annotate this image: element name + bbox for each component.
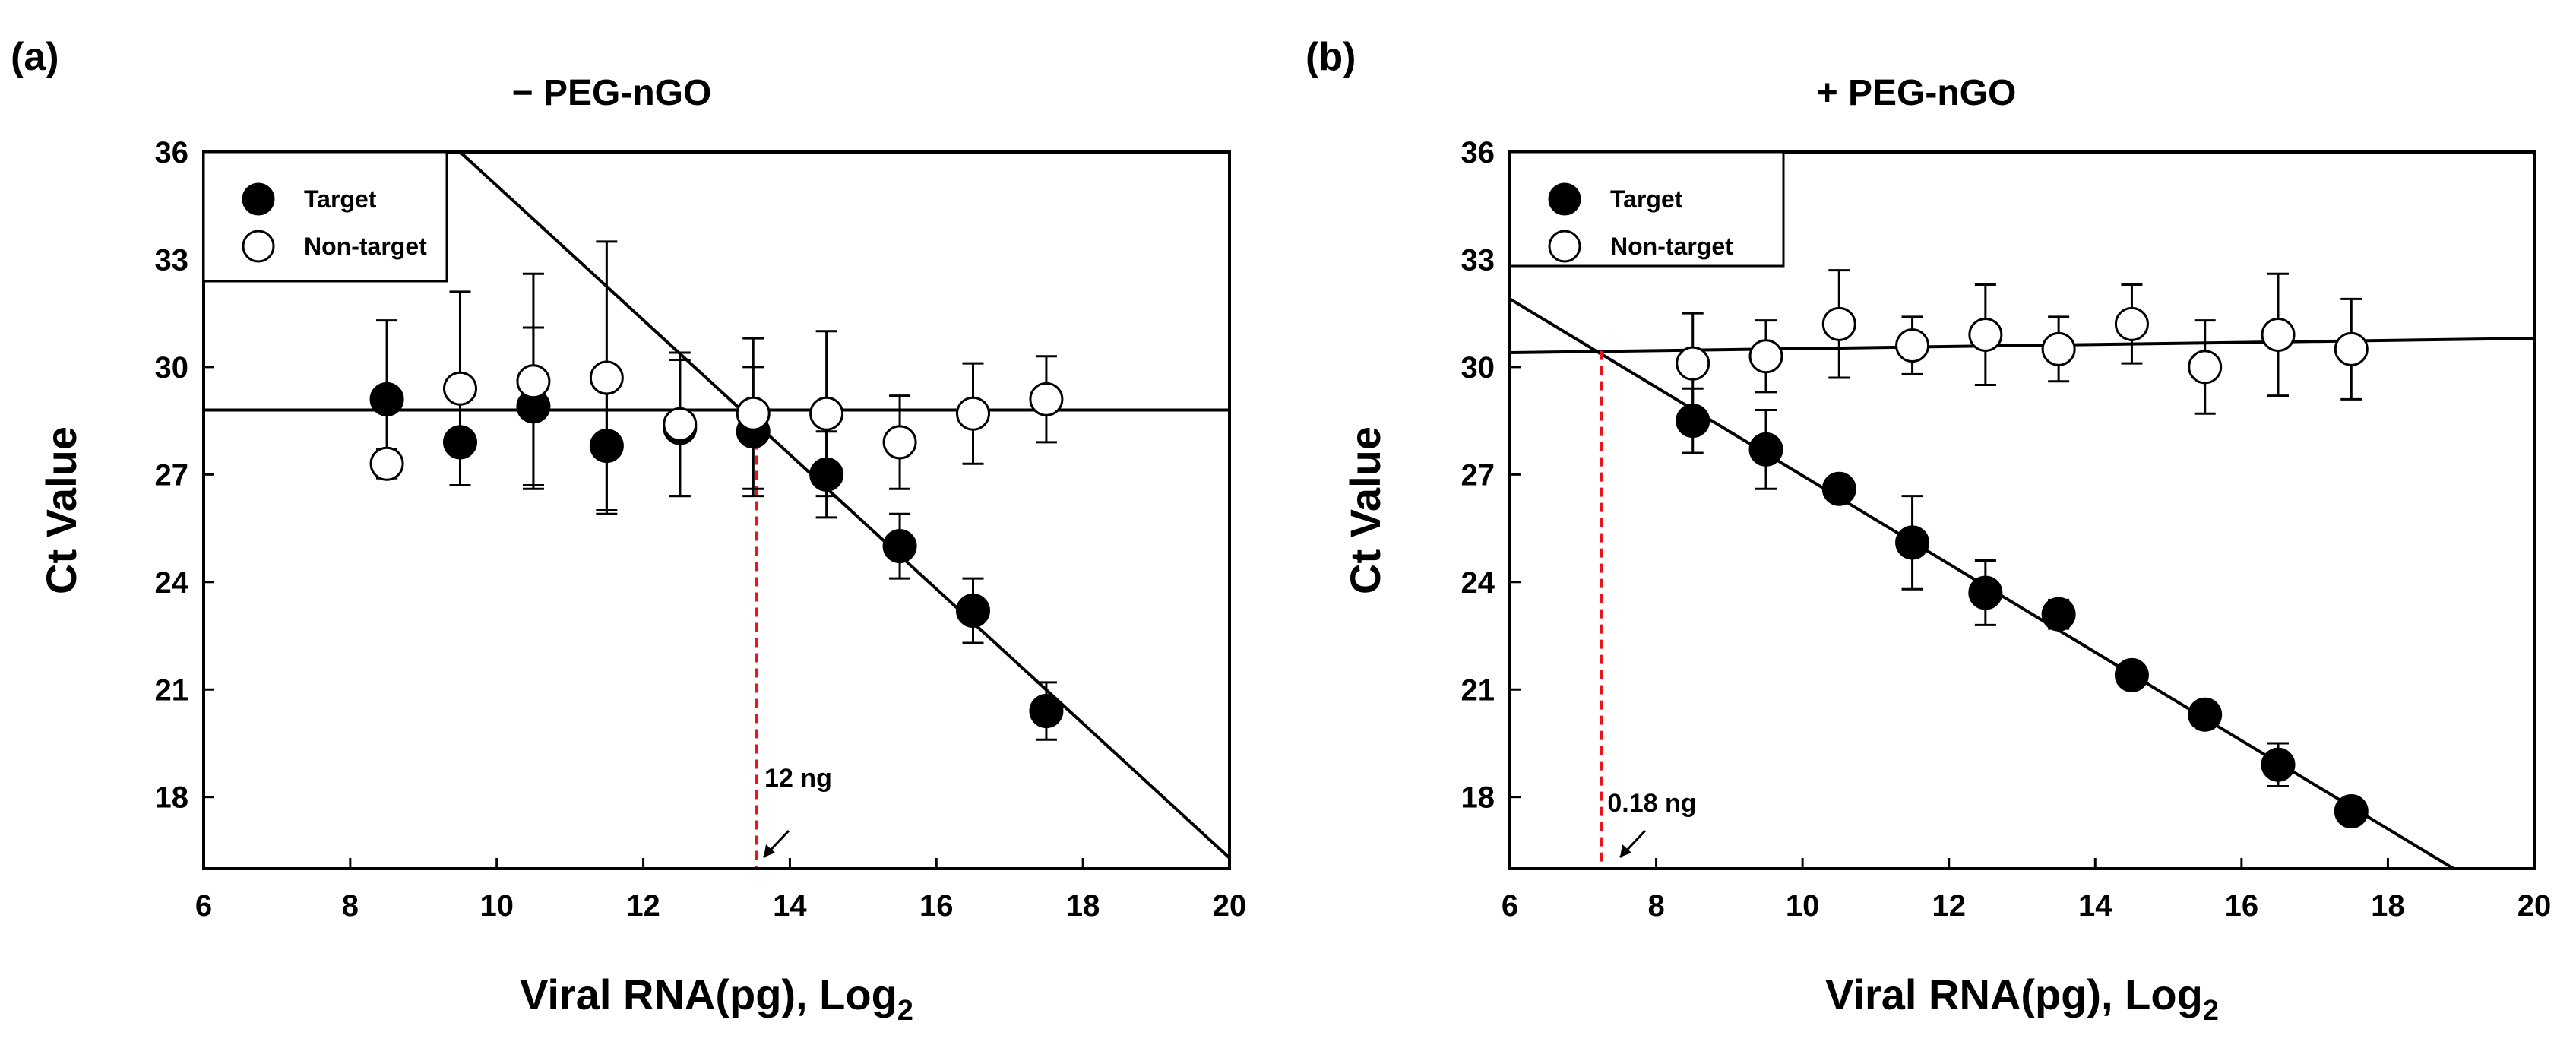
legend-non-target-marker <box>1548 230 1581 263</box>
non-target-point <box>2334 331 2369 366</box>
y-axis-label: Ct Value <box>37 426 85 594</box>
detection-limit-label: 12 ng <box>764 764 832 793</box>
legend-non-target-marker <box>242 230 275 263</box>
x-tick-label: 8 <box>1647 889 1664 923</box>
y-axis-label: Ct Value <box>1341 426 1389 594</box>
x-tick-label: 14 <box>773 889 807 923</box>
y-tick-label: 27 <box>1461 458 1495 492</box>
panel-b: (b) + PEG-nGO 0.18 ng 6 8 10 12 14 16 18 20 18 21 2… <box>1305 35 2551 1027</box>
non-target-point <box>663 407 698 442</box>
chart-title: + PEG-nGO <box>1817 73 2017 113</box>
non-target-point <box>1968 317 2003 352</box>
legend-target-label: Target <box>304 185 377 213</box>
non-target-point <box>882 425 917 460</box>
target-point <box>882 529 917 564</box>
non-target-fit-line <box>1510 337 2534 355</box>
non-target-point <box>1676 346 1710 381</box>
y-tick-label: 36 <box>155 136 189 169</box>
x-tick-label: 6 <box>195 889 212 923</box>
legend-target-label: Target <box>1610 185 1683 213</box>
x-axis-label: Viral RNA(pg), Log2 <box>1825 971 2219 1027</box>
y-tick-label: 36 <box>1461 136 1495 169</box>
non-target-point <box>956 396 990 431</box>
non-target-point <box>443 371 477 406</box>
legend-target-marker <box>242 182 275 216</box>
annotation-arrow-head <box>1620 844 1631 857</box>
y-tick-label: 21 <box>155 673 189 707</box>
annotation-arrow-head <box>764 844 775 857</box>
x-tick-label: 20 <box>1213 889 1247 923</box>
legend-box <box>202 150 448 283</box>
target-point <box>956 594 990 629</box>
non-target-point <box>2041 331 2076 366</box>
target-point <box>1895 525 1930 560</box>
target-point <box>1968 575 2003 610</box>
x-axis-label: Viral RNA(pg), Log2 <box>520 971 913 1027</box>
non-target-point <box>369 446 404 481</box>
non-target-point <box>1029 382 1064 416</box>
x-tick-label: 10 <box>1786 889 1820 923</box>
panel-label: (b) <box>1305 35 1356 79</box>
y-tick-label: 18 <box>1461 781 1495 815</box>
legend: Target Non-target <box>1508 150 1785 268</box>
non-target-series <box>369 240 1064 515</box>
target-point <box>1748 432 1783 467</box>
non-target-point <box>2188 350 2223 385</box>
non-target-point <box>736 396 771 431</box>
y-tick-label: 33 <box>155 243 189 277</box>
panel-a: (a) − PEG-nGO 12 ng 6 8 10 12 14 16 18 20 18 21 24 2… <box>11 35 1246 1027</box>
x-tick-label: 14 <box>2078 889 2112 923</box>
target-point <box>2041 597 2076 632</box>
y-tick-label: 24 <box>155 566 189 600</box>
y-tick-label: 24 <box>1461 566 1495 600</box>
x-tick-label: 12 <box>626 889 660 923</box>
legend-non-target-label: Non-target <box>304 233 427 260</box>
x-tick-label: 10 <box>479 889 514 923</box>
x-tick-label: 18 <box>1066 889 1100 923</box>
non-target-point <box>1821 306 1856 341</box>
y-tick-label: 30 <box>155 351 189 385</box>
y-tick-label: 18 <box>155 781 189 815</box>
target-point <box>369 382 404 416</box>
panel-label: (a) <box>11 35 59 79</box>
non-target-point <box>2114 306 2149 341</box>
target-point <box>2261 747 2296 782</box>
target-point <box>1821 471 1856 506</box>
chart-title: − PEG-nGO <box>512 73 712 113</box>
legend: Target Non-target <box>202 150 448 283</box>
non-target-series <box>1676 269 2369 415</box>
y-tick-label: 27 <box>155 458 189 492</box>
detection-limit-label: 0.18 ng <box>1607 789 1696 818</box>
non-target-point <box>809 396 844 431</box>
x-tick-label: 16 <box>919 889 954 923</box>
y-tick-label: 21 <box>1461 673 1495 707</box>
non-target-point <box>589 360 624 395</box>
target-fit-line <box>459 152 1229 860</box>
x-axis-label-subscript: 2 <box>897 995 913 1027</box>
x-tick-label: 6 <box>1502 889 1518 923</box>
plot-frame <box>202 150 1231 870</box>
plot-area <box>1510 269 2534 869</box>
x-axis-label-subscript: 2 <box>2203 995 2219 1027</box>
plot-frame <box>1508 150 2536 870</box>
target-point <box>2334 794 2369 829</box>
target-point <box>1029 694 1064 729</box>
x-tick-label: 16 <box>2225 889 2259 923</box>
plot-area <box>204 152 1229 869</box>
x-tick-label: 18 <box>2371 889 2405 923</box>
target-point <box>2188 697 2223 732</box>
non-target-point <box>516 364 551 399</box>
non-target-point <box>1748 339 1783 374</box>
y-tick-label: 33 <box>1461 243 1495 277</box>
x-tick-label: 8 <box>342 889 359 923</box>
y-tick-label: 30 <box>1461 351 1495 385</box>
x-tick-label: 20 <box>2517 889 2552 923</box>
x-tick-label: 12 <box>1932 889 1966 923</box>
legend-non-target-label: Non-target <box>1610 233 1733 260</box>
non-target-point <box>2261 317 2296 352</box>
non-target-point <box>1895 328 1930 363</box>
target-point <box>2114 657 2149 692</box>
legend-target-marker <box>1548 182 1581 216</box>
